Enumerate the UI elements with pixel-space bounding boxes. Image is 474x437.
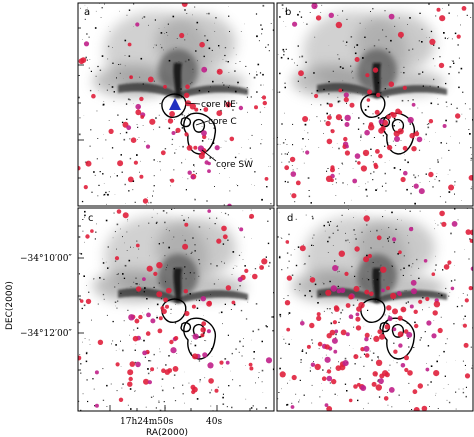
y-axis-title: DEC(2000) <box>5 281 15 330</box>
core-sw-leader <box>201 149 217 162</box>
panel-b-label: b <box>285 7 291 18</box>
y-ticks <box>78 27 84 371</box>
nebula <box>292 11 447 99</box>
panel-b-image <box>277 3 473 206</box>
x-ticks <box>109 405 251 411</box>
panel-c: c <box>77 207 275 412</box>
core-ne-leader <box>185 102 201 105</box>
panel-a-label: a <box>84 7 90 18</box>
y-tick-label-1: −34°10′00″ <box>20 254 72 264</box>
core-c-leader <box>195 120 209 126</box>
x-tick-label-1: 17h24m50s <box>120 417 174 427</box>
source-markers <box>78 209 273 408</box>
panel-b: b <box>276 2 474 207</box>
panel-a-frame <box>77 2 275 207</box>
nebula <box>93 216 248 304</box>
panel-a-image <box>78 3 274 206</box>
core-ne-marker <box>169 98 181 110</box>
nebula <box>93 11 248 99</box>
panel-d: d <box>276 207 474 412</box>
panel-c-label: c <box>88 213 94 224</box>
source-markers <box>279 210 473 411</box>
y-tick-label-2: −34°12′00″ <box>20 329 72 339</box>
core-c-label: core C <box>208 117 237 127</box>
core-annotations: core NE core C core SW <box>169 98 253 170</box>
panel-c-image <box>78 208 274 411</box>
panel-d-frame <box>276 207 474 412</box>
core-sw-label: core SW <box>216 160 253 170</box>
field-stars <box>277 208 473 410</box>
source-markers <box>78 3 269 206</box>
x-axis-title: RA(2000) <box>146 428 188 437</box>
source-markers <box>284 3 473 199</box>
panel-a: a core NE core C core SW <box>77 2 275 207</box>
core-ne-label: core NE <box>201 100 236 110</box>
field-stars <box>78 3 274 206</box>
core-contours <box>161 93 217 155</box>
x-tick-label-2: 40s <box>206 417 222 427</box>
panel-b-frame <box>276 2 474 207</box>
panel-c-frame <box>77 207 275 412</box>
panel-d-image <box>277 208 473 411</box>
panel-d-label: d <box>287 213 293 224</box>
